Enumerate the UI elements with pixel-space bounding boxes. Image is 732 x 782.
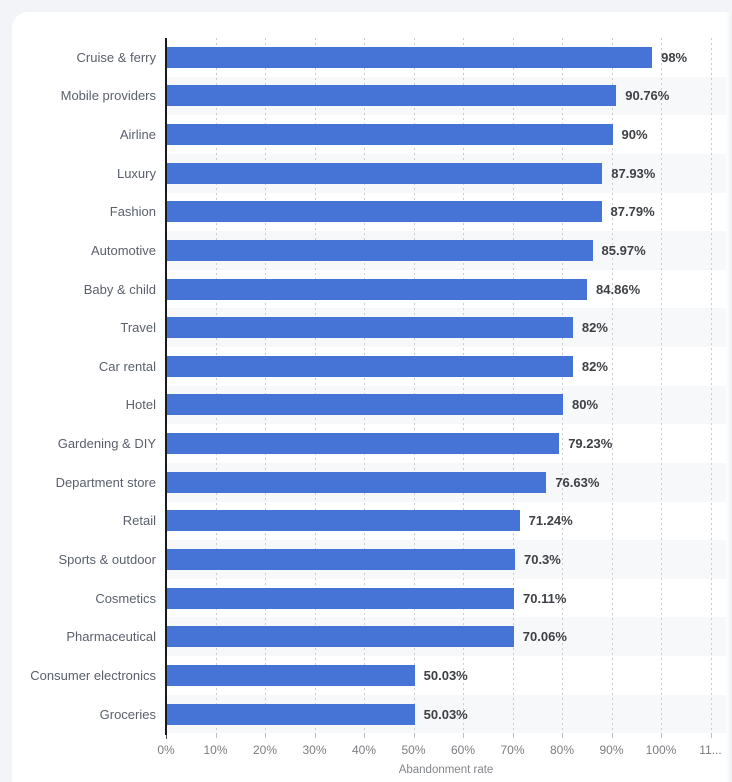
chart-card: 0% 10% 20% 30% 40% 50% 60% 70% 80% 90% 100% 11... Cr… (12, 12, 732, 782)
value-label: 85.97% (601, 242, 646, 258)
value-label: 50.03% (423, 667, 468, 683)
x-axis-tick-label: 11... (699, 743, 722, 758)
gridline (265, 38, 266, 734)
bar[interactable] (167, 587, 515, 609)
value-label: 70.3% (523, 552, 561, 567)
gridline (364, 38, 365, 734)
x-axis-tick-label: 30% (302, 743, 327, 758)
category-label: Pharmaceutical (66, 629, 156, 645)
card-edge-fade (726, 12, 732, 782)
value-label: 82% (581, 320, 608, 336)
bar[interactable] (167, 433, 560, 455)
bar[interactable] (167, 46, 653, 68)
bar[interactable] (167, 394, 563, 416)
x-axis-tick-label: 40% (351, 743, 377, 758)
bar[interactable] (167, 317, 573, 339)
bar[interactable] (167, 703, 415, 725)
category-label: Mobile providers (60, 88, 156, 104)
value-label: 70.11% (523, 590, 567, 606)
bar[interactable] (167, 201, 602, 223)
category-label: Car rental (98, 358, 156, 374)
category-label: Fashion (109, 204, 156, 220)
axis-tick (265, 733, 266, 739)
axis-tick (364, 733, 365, 739)
gridline (215, 38, 217, 734)
bar[interactable] (167, 549, 515, 570)
category-label: Luxury (116, 165, 156, 181)
value-label: 79.23% (568, 436, 613, 452)
x-axis-tick-label: 0% (157, 743, 175, 758)
y-axis-line (165, 38, 167, 736)
value-label: 76.63% (555, 474, 600, 490)
category-label: Sports & outdoor (58, 552, 156, 567)
category-label: Department store (55, 474, 156, 490)
category-label: Hotel (125, 397, 156, 413)
axis-tick (661, 733, 662, 739)
bar[interactable] (167, 278, 588, 300)
axis-tick (512, 733, 514, 739)
value-label: 90% (621, 127, 648, 143)
gridline (562, 38, 563, 734)
value-label: 98% (661, 49, 688, 65)
gridline (710, 38, 712, 734)
bar[interactable] (167, 85, 617, 107)
category-label: Airline (119, 127, 156, 143)
value-label: 84.86% (596, 281, 641, 297)
x-axis-tick-label: 50% (401, 743, 426, 758)
axis-tick (413, 733, 415, 739)
value-label: 71.24% (528, 513, 573, 529)
value-label: 70.06% (522, 629, 567, 645)
category-label: Baby & child (83, 281, 156, 297)
axis-tick (710, 733, 712, 739)
plot-area: 0% 10% 20% 30% 40% 50% 60% 70% 80% 90% 100% 11... Cr… (12, 12, 732, 782)
gridline (413, 38, 415, 734)
axis-tick (314, 733, 316, 739)
x-axis-tick-label: 90% (599, 743, 624, 758)
value-label: 82% (581, 358, 608, 374)
bar[interactable] (167, 162, 603, 184)
axis-tick (562, 733, 563, 739)
gridline (512, 38, 514, 734)
axis-tick (463, 733, 464, 739)
bar[interactable] (167, 355, 573, 377)
x-axis-tick-label: 80% (549, 743, 575, 758)
gridline (611, 38, 613, 734)
bar[interactable] (167, 664, 415, 686)
category-label: Consumer electronics (30, 667, 156, 683)
x-axis-tick-label: 10% (203, 743, 228, 758)
value-label: 87.93% (611, 165, 656, 181)
bar[interactable] (167, 626, 514, 648)
bar[interactable] (167, 239, 593, 261)
category-label: Groceries (99, 706, 156, 722)
value-label: 90.76% (625, 88, 670, 104)
bar[interactable] (167, 471, 547, 493)
gridline (463, 38, 464, 734)
bar[interactable] (167, 124, 613, 146)
category-label: Travel (120, 320, 156, 336)
bar[interactable] (167, 510, 520, 532)
gridline (661, 38, 662, 734)
category-label: Cosmetics (95, 590, 156, 606)
gridline (314, 38, 316, 734)
axis-tick (166, 733, 167, 740)
category-label: Gardening & DIY (57, 436, 156, 452)
axis-tick (215, 733, 217, 739)
category-label: Cruise & ferry (76, 49, 156, 65)
value-label: 80% (572, 397, 599, 413)
category-label: Retail (122, 513, 156, 529)
x-axis-tick-label: 60% (450, 743, 476, 758)
axis-tick (611, 733, 613, 739)
category-label: Automotive (90, 242, 156, 258)
x-axis-tick-label: 20% (252, 743, 278, 758)
value-label: 50.03% (423, 706, 468, 722)
x-axis-tick-label: 70% (500, 743, 525, 758)
value-label: 87.79% (610, 204, 655, 220)
x-axis-tick-label: 100% (645, 743, 677, 758)
x-axis-title: Abandonment rate (398, 764, 494, 776)
